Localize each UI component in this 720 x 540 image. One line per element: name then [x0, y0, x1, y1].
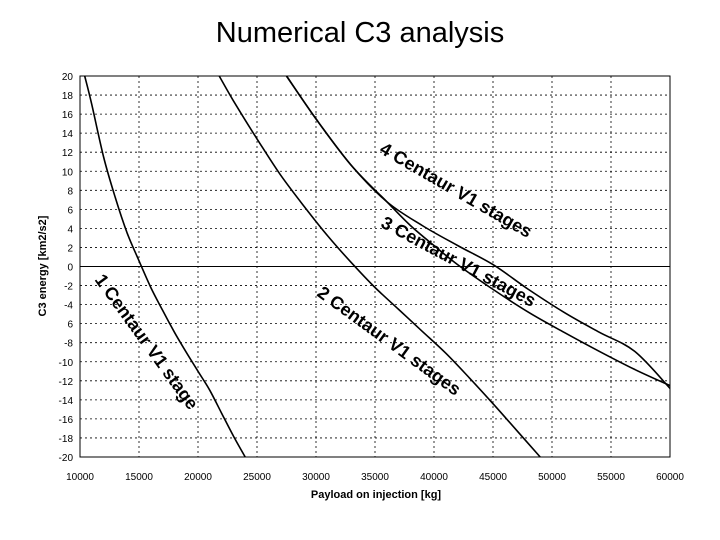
y-tick-label: 8 [67, 186, 73, 197]
series-line-4 [285, 75, 671, 389]
y-tick-label: -4 [64, 301, 73, 312]
y-tick-label: 20 [62, 72, 74, 83]
y-tick-label: 12 [62, 148, 74, 159]
y-tick-label: -2 [64, 282, 73, 293]
x-tick-label: 25000 [243, 472, 271, 483]
y-tick-label: -8 [64, 339, 73, 350]
x-tick-label: 30000 [302, 472, 330, 483]
y-axis-label: C3 energy [km2/s2] [37, 215, 49, 316]
x-tick-label: 50000 [538, 472, 566, 483]
x-tick-label: 40000 [420, 472, 448, 483]
tick-label-layer: 20181614121086420-2-46-8-10-12-14-16-18-… [59, 72, 685, 483]
y-tick-label: -18 [59, 434, 74, 445]
x-tick-label: 60000 [656, 472, 684, 483]
y-tick-label: -16 [59, 415, 74, 426]
x-tick-label: 15000 [125, 472, 153, 483]
x-axis-label: Payload on injection [kg] [311, 489, 442, 501]
y-tick-label: 0 [67, 263, 73, 274]
y-tick-label: -14 [59, 396, 74, 407]
x-tick-label: 45000 [479, 472, 507, 483]
x-tick-label: 55000 [597, 472, 625, 483]
chart-title: Numerical C3 analysis [215, 17, 505, 49]
x-tick-label: 20000 [184, 472, 212, 483]
plot-frame [79, 75, 671, 458]
y-tick-label: -20 [59, 453, 74, 464]
curve-label-1: 1 Centaur V1 stage [91, 270, 202, 413]
x-tick-label: 10000 [66, 472, 94, 483]
y-tick-label: 10 [62, 167, 74, 178]
y-tick-label: 18 [62, 91, 74, 102]
y-tick-label: -10 [59, 358, 74, 369]
y-tick-label: -12 [59, 377, 74, 388]
x-tick-label: 35000 [361, 472, 389, 483]
y-tick-label: 4 [67, 224, 73, 235]
y-tick-label: 6 [67, 320, 73, 331]
series-layer [83, 75, 671, 458]
series-line-1 [83, 75, 246, 458]
y-tick-label: 14 [62, 129, 74, 140]
series-line-2 [218, 75, 541, 458]
y-tick-label: 2 [67, 243, 73, 254]
y-tick-label: 6 [67, 205, 73, 216]
y-tick-label: 16 [62, 110, 74, 121]
